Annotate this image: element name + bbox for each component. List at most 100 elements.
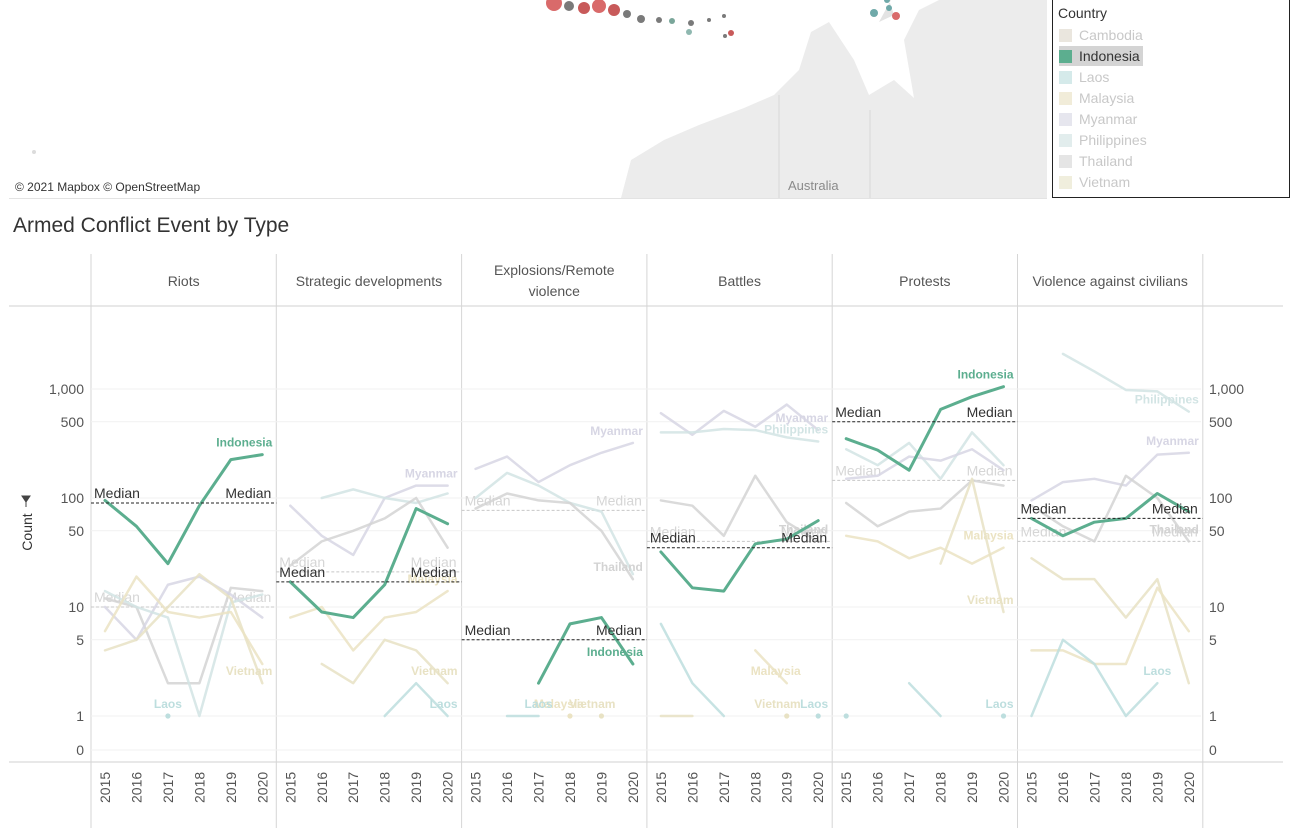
series-line [537, 616, 635, 685]
series-vietnam: Vietnam [659, 697, 801, 719]
series-line [1061, 352, 1191, 413]
series-line [659, 622, 726, 718]
x-tick-label: 2020 [810, 772, 826, 803]
x-tick-label: 2016 [128, 772, 144, 803]
series-line [289, 484, 449, 557]
series-line [659, 474, 820, 543]
series-thailand [844, 479, 1005, 528]
x-tick-label: 2019 [1149, 772, 1165, 803]
y-tick-label-left: 1,000 [49, 381, 84, 397]
series-vietnam: Vietnam [569, 697, 615, 719]
legend-item-myanmar[interactable]: Myanmar [1059, 109, 1140, 129]
series-philippines [103, 589, 264, 718]
panel-strategic-developments: Strategic developments 2015 2016 2017 2018 20… [276, 273, 462, 803]
data-point [1000, 713, 1007, 719]
series-laos: Laos [843, 681, 1014, 719]
median-label-others: Median [650, 523, 696, 539]
series-end-label: Myanmar [776, 411, 829, 425]
legend-label: Philippines [1079, 132, 1147, 148]
y-tick-label-left: 0 [76, 742, 84, 758]
x-tick-label: 2017 [160, 772, 176, 803]
series-line [844, 534, 1005, 565]
series-myanmar: Myanmar [289, 467, 458, 557]
legend-swatch [1059, 112, 1072, 126]
series-line [844, 385, 1005, 472]
legend-swatch [1059, 28, 1072, 42]
series-end-label: Vietnam [226, 664, 272, 678]
series-end-label: Laos [430, 697, 458, 711]
series-philippines [320, 488, 449, 505]
legend-swatch [1059, 70, 1072, 84]
series-line [844, 431, 1005, 481]
pin-icon [21, 495, 31, 507]
data-point [567, 713, 573, 719]
median-label-selected: Median [465, 622, 511, 638]
series-philippines [844, 431, 1005, 481]
series-myanmar: Myanmar [474, 424, 643, 484]
x-tick-label: 2020 [625, 772, 641, 803]
legend-item-thailand[interactable]: Thailand [1059, 151, 1136, 171]
panel-protests: Protests 2015 2016 2017 2018 2019 2020 Median Me… [832, 273, 1018, 803]
series-line [474, 471, 635, 576]
series-indonesia: Indonesia [103, 436, 273, 566]
series-end-label: Malaysia [408, 572, 458, 586]
y-tick-label-right: 1,000 [1209, 381, 1244, 397]
series-end-label: Vietnam [967, 593, 1013, 607]
median-label-selected: Median [94, 485, 140, 501]
country-legend: Country Cambodia Indonesia Laos Malaysia Mya… [1052, 0, 1290, 198]
legend-item-cambodia[interactable]: Cambodia [1059, 25, 1146, 45]
legend-item-philippines[interactable]: Philippines [1059, 130, 1150, 150]
series-vietnam: Vietnam [320, 638, 458, 685]
y-tick-label-left: 5 [76, 632, 84, 648]
series-philippines: Philippines [1061, 352, 1199, 413]
map-event-dots[interactable] [32, 0, 900, 154]
y-tick-label-right: 50 [1209, 523, 1225, 539]
series-vietnam: Vietnam [103, 572, 272, 685]
median-label-others: Median [835, 462, 881, 478]
series-line [1030, 451, 1191, 502]
panel-title: Explosions/Remote [494, 262, 615, 278]
x-tick-label: 2018 [377, 772, 393, 803]
data-point [784, 713, 790, 719]
map-view[interactable]: © 2021 Mapbox © OpenStreetMap Australia [9, 0, 1047, 199]
map-attribution: © 2021 Mapbox © OpenStreetMap [15, 180, 201, 194]
series-line [844, 448, 1005, 481]
series-malaysia: Malaysia [844, 529, 1014, 565]
legend-label: Malaysia [1079, 90, 1135, 106]
legend-swatch [1059, 175, 1072, 189]
panel-title: violence [529, 283, 581, 299]
series-line [474, 492, 635, 581]
series-indonesia: Indonesia [537, 616, 643, 685]
data-point [598, 713, 605, 719]
series-line [103, 575, 264, 642]
series-laos: Laos [1030, 638, 1172, 718]
legend-label: Cambodia [1079, 27, 1143, 43]
legend-item-vietnam[interactable]: Vietnam [1059, 172, 1133, 192]
series-line [103, 575, 264, 666]
australia-landmass [621, 0, 1047, 198]
series-end-label: Vietnam [754, 697, 800, 711]
panel-riots: Riots 2015 2016 2017 2018 2019 2020 Median Media… [91, 273, 277, 803]
series-malaysia: Malaysia [751, 649, 801, 685]
series-myanmar: Myanmar [1030, 434, 1199, 502]
series-line [320, 638, 449, 685]
median-label-selected: Median [967, 404, 1013, 420]
series-end-label: Myanmar [1146, 434, 1199, 448]
series-end-label: Vietnam [411, 664, 457, 678]
legend-item-malaysia[interactable]: Malaysia [1059, 88, 1137, 108]
series-philippines [474, 471, 635, 576]
series-end-label: Vietnam [569, 697, 615, 711]
x-tick-label: 2018 [191, 772, 207, 803]
legend-label: Vietnam [1079, 174, 1131, 190]
data-point [843, 713, 849, 719]
panel-violence-against-civilians: Violence against civilians 2015 2016 2017 20… [1017, 273, 1203, 803]
legend-item-laos[interactable]: Laos [1059, 67, 1112, 87]
x-tick-label: 2019 [593, 772, 609, 803]
series-line [103, 589, 264, 718]
y-tick-label-left: 10 [68, 599, 84, 615]
panel-title: Battles [718, 273, 761, 289]
x-tick-label: 2016 [1055, 772, 1071, 803]
median-label-selected: Median [279, 564, 325, 580]
legend-item-indonesia[interactable]: Indonesia [1059, 46, 1143, 66]
